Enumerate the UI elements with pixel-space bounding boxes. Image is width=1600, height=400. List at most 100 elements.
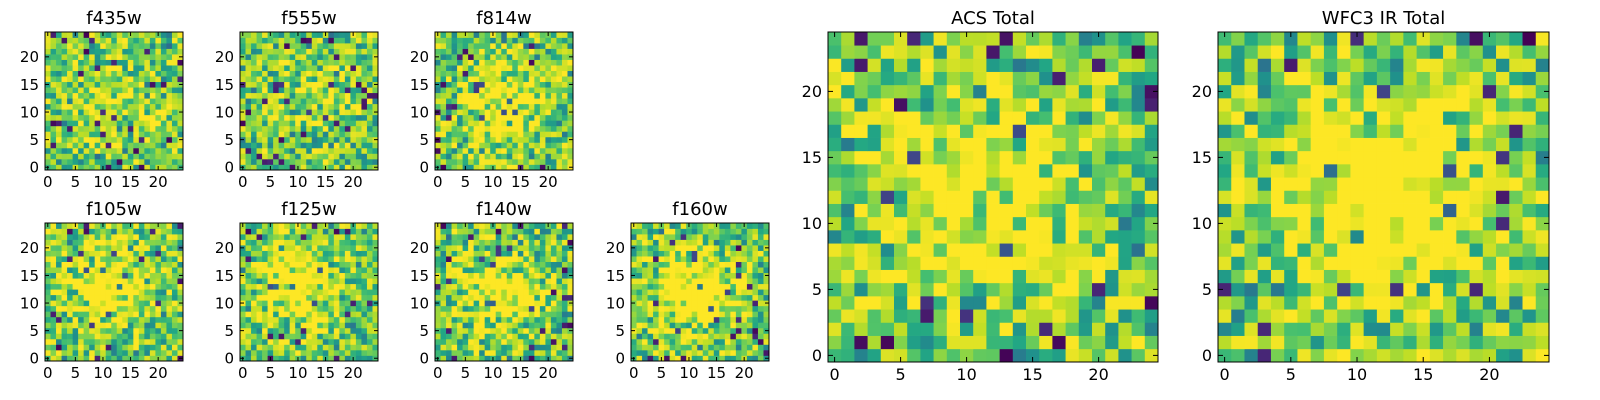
heatmap-cell xyxy=(484,164,491,171)
heatmap-cell xyxy=(686,300,693,307)
heatmap-cell xyxy=(328,223,335,229)
heatmap-cell xyxy=(127,234,134,240)
heatmap-cell xyxy=(664,311,670,318)
heatmap-cell xyxy=(473,54,480,60)
heatmap-cell xyxy=(89,59,96,66)
heatmap-cell xyxy=(284,136,291,143)
heatmap-cell xyxy=(273,289,279,296)
heatmap-cell xyxy=(111,32,118,38)
heatmap-cell xyxy=(539,289,546,296)
heatmap-cell xyxy=(973,203,987,218)
heatmap-cell xyxy=(501,333,508,340)
x-tick-label: 5 xyxy=(266,173,276,191)
heatmap-cell xyxy=(144,98,151,105)
heatmap-cell xyxy=(45,239,51,246)
heatmap-cell xyxy=(1026,216,1040,231)
heatmap-cell xyxy=(440,316,447,323)
heatmap-cell xyxy=(550,355,557,362)
heatmap-cell xyxy=(78,65,84,71)
heatmap-cell xyxy=(361,81,368,88)
heatmap-cells xyxy=(240,223,379,362)
heatmap-cell xyxy=(1065,203,1080,218)
heatmap-cell xyxy=(719,239,726,246)
heatmap-cell xyxy=(149,355,156,362)
heatmap-cell xyxy=(89,300,96,307)
heatmap-cell xyxy=(284,153,291,160)
heatmap-cell xyxy=(111,125,118,132)
heatmap-cell xyxy=(473,305,480,312)
heatmap-cell xyxy=(339,131,346,138)
heatmap-cell xyxy=(67,349,73,356)
heatmap-cell xyxy=(306,103,313,110)
heatmap-cell xyxy=(724,272,731,279)
heatmap-cell xyxy=(920,322,934,336)
y-tick-label: 0 xyxy=(419,350,429,368)
heatmap-cell xyxy=(435,261,441,268)
heatmap-cell xyxy=(973,335,987,350)
heatmap-cell xyxy=(435,70,441,77)
heatmap-cell xyxy=(435,311,441,318)
heatmap-cell xyxy=(556,234,563,240)
heatmap-cell xyxy=(300,338,307,345)
heatmap-cell xyxy=(127,98,134,105)
heatmap-cell xyxy=(273,92,279,99)
heatmap-cell xyxy=(730,234,737,240)
heatmap-cell xyxy=(512,76,519,83)
heatmap-cell xyxy=(328,283,335,290)
heatmap-cell xyxy=(160,256,167,262)
heatmap-cell xyxy=(339,256,346,262)
heatmap-cell xyxy=(446,87,452,94)
axes-frame xyxy=(239,31,379,171)
heatmap-cell xyxy=(757,245,764,251)
heatmap-cell xyxy=(680,250,687,257)
heatmap-cell xyxy=(278,267,285,274)
heatmap-cell xyxy=(262,272,268,279)
heatmap-cell xyxy=(517,92,524,99)
heatmap-cell xyxy=(702,311,709,318)
heatmap-cell xyxy=(111,355,118,362)
heatmap-cell xyxy=(138,37,145,44)
heatmap-cell xyxy=(116,294,123,301)
heatmap-cell xyxy=(484,81,491,88)
heatmap-cell xyxy=(306,125,313,132)
heatmap-cell xyxy=(1144,282,1159,297)
heatmap-cell xyxy=(561,54,568,60)
heatmap-cell xyxy=(355,278,362,285)
heatmap-cell xyxy=(366,223,373,229)
heatmap-cell xyxy=(539,59,546,66)
heatmap-cell xyxy=(545,37,552,44)
heatmap-cell xyxy=(149,54,156,60)
heatmap-cell xyxy=(133,92,140,99)
heatmap-cell xyxy=(556,305,563,312)
heatmap-cell xyxy=(561,300,568,307)
heatmap-cell xyxy=(78,283,84,290)
heatmap-cell xyxy=(372,239,379,246)
heatmap-cell xyxy=(273,300,279,307)
heatmap-cell xyxy=(539,333,546,340)
heatmap-cell xyxy=(675,322,682,329)
heatmap-cell xyxy=(138,87,145,94)
heatmap-cell xyxy=(741,272,748,279)
heatmap-cell xyxy=(730,344,737,351)
heatmap-cell xyxy=(50,333,57,340)
heatmap-cell xyxy=(730,300,737,307)
heatmap-cell xyxy=(506,289,513,296)
heatmap-cell xyxy=(94,300,101,307)
heatmap-cell xyxy=(907,164,921,178)
heatmap-cell xyxy=(133,289,140,296)
heatmap-cell xyxy=(45,125,51,132)
heatmap-cell xyxy=(986,190,1000,204)
heatmap-cell xyxy=(295,109,302,116)
heatmap-cell xyxy=(144,239,151,246)
heatmap-cell xyxy=(339,272,346,279)
heatmap-cell xyxy=(166,267,173,274)
heatmap-cell xyxy=(262,278,268,285)
heatmap-cell xyxy=(240,131,246,138)
heatmap-cell xyxy=(479,158,486,165)
heatmap-cell xyxy=(240,333,246,340)
heatmap-cell xyxy=(1105,177,1119,191)
heatmap-cell xyxy=(484,142,491,149)
heatmap-cell xyxy=(697,250,704,257)
heatmap-cell xyxy=(50,223,57,229)
heatmap-cell xyxy=(451,125,458,132)
